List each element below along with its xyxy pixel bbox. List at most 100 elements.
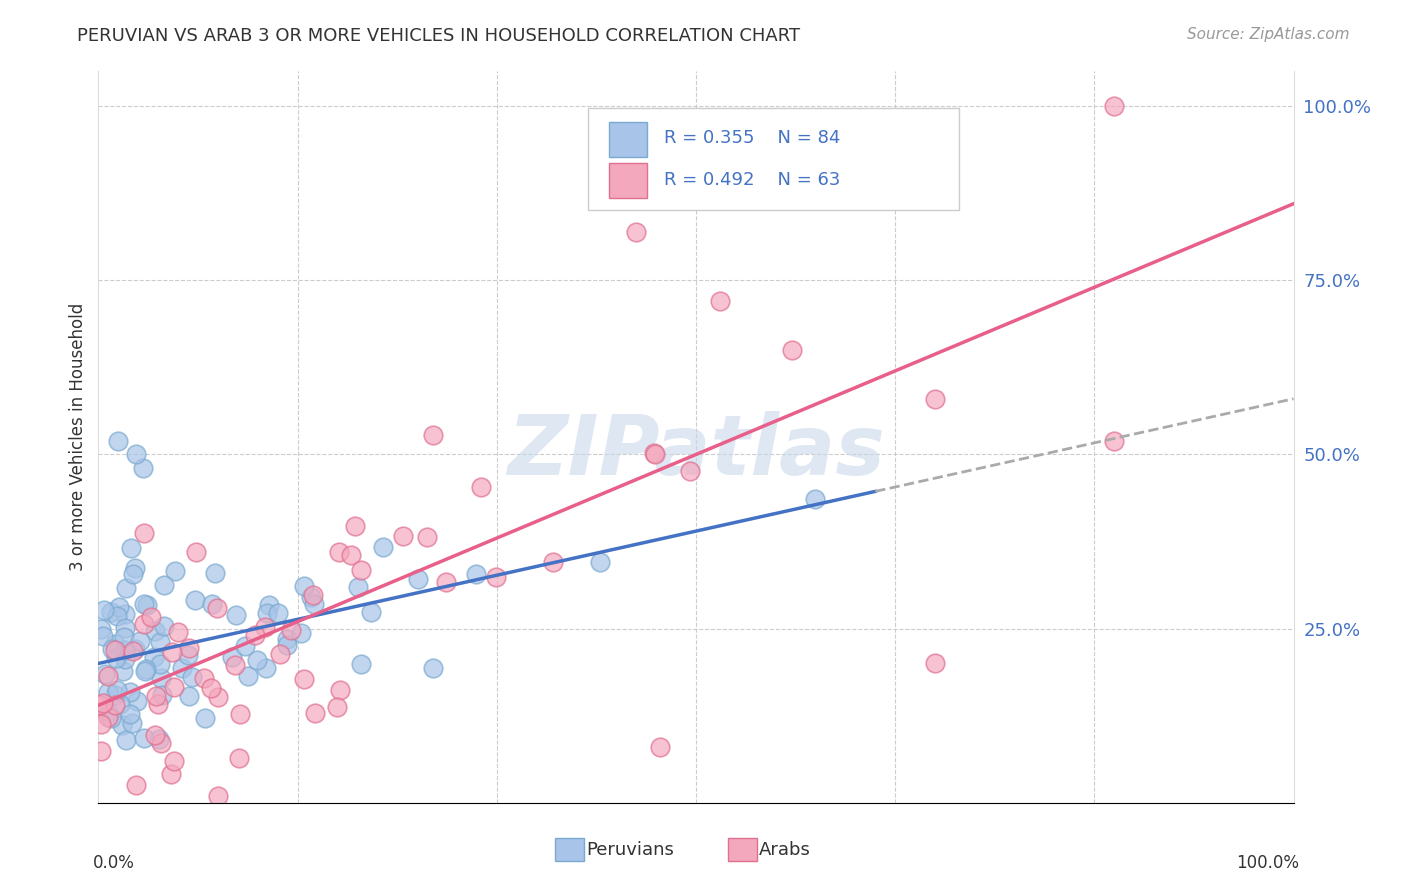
Point <box>256 606 278 620</box>
Point <box>221 650 243 665</box>
Point <box>149 672 172 686</box>
Point <box>114 643 136 657</box>
Point <box>225 608 247 623</box>
Point <box>163 680 186 694</box>
Point <box>193 671 215 685</box>
Point <box>114 733 136 747</box>
Point <box>105 651 128 665</box>
Point <box>422 661 444 675</box>
Point <box>1104 99 1126 113</box>
Point <box>104 698 127 712</box>
Bar <box>555 838 583 862</box>
Text: Source: ZipAtlas.com: Source: ZipAtlas.com <box>1187 27 1350 42</box>
Point <box>134 616 156 631</box>
Point <box>644 447 666 461</box>
Point <box>97 705 120 719</box>
Point <box>238 669 260 683</box>
Point <box>1104 434 1126 448</box>
Point <box>406 572 429 586</box>
Point <box>108 697 131 711</box>
Point <box>709 294 731 309</box>
Point <box>149 635 172 649</box>
Point <box>328 545 350 559</box>
Point <box>160 766 183 780</box>
Point <box>804 491 827 506</box>
Point <box>201 598 224 612</box>
Point <box>145 624 167 639</box>
Point <box>207 690 229 704</box>
Point <box>301 588 323 602</box>
Point <box>129 633 152 648</box>
Point <box>146 697 169 711</box>
Point <box>148 731 170 746</box>
Point <box>422 428 444 442</box>
Point <box>177 648 200 662</box>
Point <box>177 690 200 704</box>
Point <box>162 645 184 659</box>
Point <box>280 624 302 638</box>
Point <box>89 698 111 713</box>
Text: Arabs: Arabs <box>759 841 811 859</box>
Point <box>125 448 148 462</box>
Point <box>246 653 269 667</box>
Point <box>112 630 135 644</box>
FancyBboxPatch shape <box>589 108 959 211</box>
Point <box>292 673 315 687</box>
Point <box>100 605 122 619</box>
Point <box>91 629 114 643</box>
Y-axis label: 3 or more Vehicles in Household: 3 or more Vehicles in Household <box>69 303 87 571</box>
Point <box>111 665 134 679</box>
Point <box>101 641 124 656</box>
Point <box>152 688 174 702</box>
Point <box>924 657 946 671</box>
Text: ZIPatlas: ZIPatlas <box>508 411 884 492</box>
Point <box>103 688 125 702</box>
Point <box>485 570 508 584</box>
Point <box>243 628 266 642</box>
Point <box>183 592 205 607</box>
Point <box>392 529 415 543</box>
Point <box>269 647 291 661</box>
Point <box>132 526 155 541</box>
Point <box>194 710 217 724</box>
Point <box>326 700 349 714</box>
Point <box>304 706 326 721</box>
Point <box>134 664 156 678</box>
Point <box>235 639 257 653</box>
Point <box>228 750 250 764</box>
Point <box>924 392 946 406</box>
Point <box>153 618 176 632</box>
Point <box>340 548 363 562</box>
Point <box>464 567 486 582</box>
Point <box>100 711 122 725</box>
Point <box>118 684 141 698</box>
Point <box>93 666 115 681</box>
Point <box>105 683 128 698</box>
Point <box>142 649 165 664</box>
Point <box>204 566 226 580</box>
Point <box>115 581 138 595</box>
Point <box>145 689 167 703</box>
Point <box>181 670 204 684</box>
Point <box>276 638 298 652</box>
Point <box>200 681 222 696</box>
Point <box>179 640 201 655</box>
Point <box>131 461 153 475</box>
Point <box>541 555 564 569</box>
Point <box>150 736 173 750</box>
Point <box>107 434 129 448</box>
Point <box>121 716 143 731</box>
Bar <box>609 122 647 157</box>
Point <box>302 597 325 611</box>
Point <box>97 668 120 682</box>
Text: 100.0%: 100.0% <box>1236 854 1299 872</box>
Point <box>132 597 155 611</box>
Point <box>229 706 252 721</box>
Point <box>371 541 394 555</box>
Point <box>205 600 228 615</box>
Point <box>679 464 702 478</box>
Point <box>416 530 439 544</box>
Point <box>224 657 246 672</box>
Point <box>643 445 665 459</box>
Point <box>90 716 112 731</box>
